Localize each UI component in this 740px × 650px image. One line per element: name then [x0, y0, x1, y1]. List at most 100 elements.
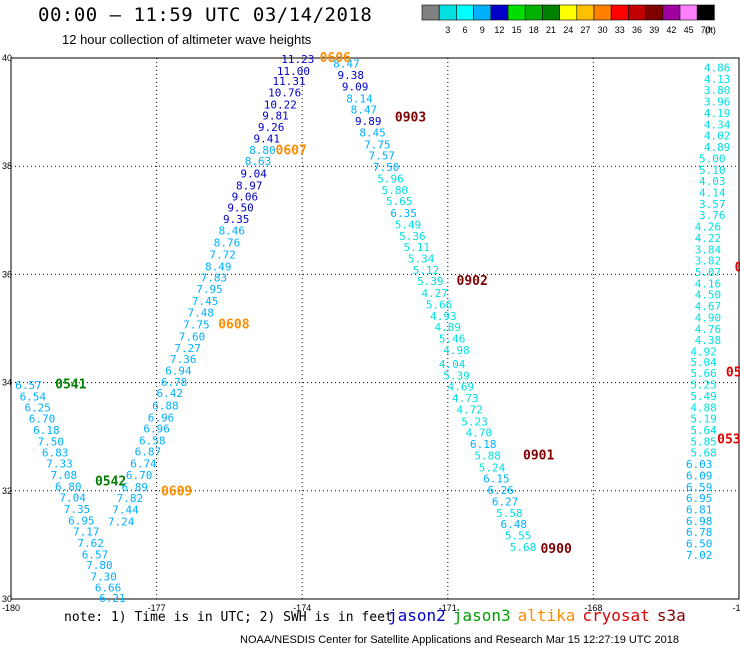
swh-label: 10.76 [268, 86, 301, 99]
y-tick-label: 32 [2, 486, 12, 496]
swh-label: 6.35 [390, 207, 417, 220]
pass-time-label: 0901 [523, 448, 554, 463]
swh-label: 7.08 [51, 469, 78, 482]
swh-label: 6.78 [686, 526, 713, 539]
swh-label: 7.83 [201, 271, 228, 284]
swh-label: 7.35 [64, 503, 91, 516]
swh-label: 5.39 [443, 369, 470, 382]
swh-label: 7.24 [108, 515, 135, 528]
color-scale-tick-label: 12 [494, 25, 504, 35]
swh-label: 4.27 [421, 287, 448, 300]
swh-label: 4.13 [704, 73, 731, 86]
swh-label: 5.46 [439, 333, 466, 346]
swh-label: 7.75 [364, 138, 391, 151]
swh-label: 7.33 [46, 458, 73, 471]
swh-label: 3.82 [695, 255, 722, 268]
swh-label: 6.57 [82, 548, 109, 561]
swh-label: 9.04 [240, 168, 267, 181]
pass-time-label: 0608 [218, 318, 249, 333]
swh-label: 6.95 [68, 514, 95, 527]
swh-label: 6.42 [156, 387, 183, 400]
swh-label: 8.47 [333, 58, 360, 71]
x-tick-label: -171 [439, 603, 457, 613]
swh-label: 6.59 [686, 481, 713, 494]
color-scale-tick-label: 27 [580, 25, 590, 35]
chart-title: 00:00 – 11:59 UTC 03/14/2018 [38, 4, 373, 26]
swh-label: 5.49 [690, 390, 717, 403]
color-scale-tick-label: 33 [615, 25, 625, 35]
swh-label: 4.26 [695, 221, 722, 234]
swh-label: 5.19 [690, 413, 717, 426]
swh-label: 9.89 [355, 115, 382, 128]
swh-label: 8.80 [249, 144, 276, 157]
swh-label: 4.90 [695, 311, 722, 324]
swh-label: 4.93 [430, 310, 457, 323]
swh-label: 6.88 [152, 400, 179, 413]
swh-label: 5.12 [413, 264, 440, 277]
color-scale-tick-label: 39 [649, 25, 659, 35]
swh-label: 7.27 [174, 342, 201, 355]
swh-label: 6.27 [492, 495, 519, 508]
swh-label: 7.30 [90, 571, 117, 584]
color-scale-tick-label: 18 [529, 25, 539, 35]
y-tick-label: 40 [2, 53, 12, 63]
color-scale-tick-label: 70 [701, 25, 711, 35]
swh-label: 6.70 [126, 469, 153, 482]
swh-label: 11.00 [277, 65, 310, 78]
swh-label: 4.86 [704, 62, 731, 75]
swh-label: 6.81 [686, 504, 713, 517]
satellite-label-jason3: jason3 [452, 606, 511, 625]
swh-label: 5.39 [417, 275, 444, 288]
pass-time-label: 0542 [95, 474, 126, 489]
swh-label: 6.87 [135, 446, 162, 459]
swh-label: 9.35 [223, 213, 250, 226]
pass-time-label: 0903 [395, 110, 426, 125]
swh-label: 6.21 [99, 592, 126, 605]
swh-label: 5.25 [690, 379, 717, 392]
swh-label: 7.36 [170, 353, 197, 366]
pass-time-label: 0607 [276, 143, 307, 158]
swh-label: 4.14 [699, 186, 726, 199]
swh-label: 5.36 [399, 230, 426, 243]
swh-label: 4.73 [452, 392, 479, 405]
swh-label: 4.03 [699, 175, 726, 188]
color-scale-tick-label: 36 [632, 25, 642, 35]
swh-label: 5.65 [386, 195, 413, 208]
pass-time-label: 053 [726, 366, 740, 381]
swh-label: 4.19 [704, 107, 731, 120]
swh-label: 7.50 [38, 435, 65, 448]
swh-label: 5.68 [510, 541, 537, 554]
swh-label: 6.96 [148, 412, 175, 425]
swh-label: 5.00 [699, 152, 726, 165]
swh-label: 4.67 [695, 300, 722, 313]
swh-label: 7.04 [59, 492, 86, 505]
swh-label: 5.58 [496, 507, 523, 520]
swh-label: 4.69 [448, 381, 475, 394]
swh-label: 7.45 [192, 295, 219, 308]
swh-label: 10.22 [264, 98, 297, 111]
swh-label: 6.57 [15, 379, 42, 392]
color-scale-legend: 3 6 9 12 15 18 21 24 27 30 33 36 39 42 45 70(ft) [421, 4, 716, 35]
swh-label: 4.89 [704, 141, 731, 154]
swh-label: 3.84 [695, 243, 722, 256]
footnote: note: 1) Time is in UTC; 2) SWH is in fe… [64, 610, 393, 625]
swh-label: 5.10 [699, 164, 726, 177]
swh-label: 9.06 [232, 190, 259, 203]
pass-time-label: 0900 [540, 542, 571, 557]
swh-label: 5.11 [403, 241, 430, 254]
swh-label: 8.14 [346, 92, 373, 105]
swh-label: 7.82 [117, 492, 144, 505]
swh-label: 7.17 [73, 526, 100, 539]
swh-label: 6.03 [686, 458, 713, 471]
swh-label: 6.94 [165, 364, 192, 377]
swh-label: 3.80 [704, 84, 731, 97]
swh-label: 6.54 [20, 390, 47, 403]
swh-label: 9.81 [262, 110, 289, 123]
pass-time-label: 0 [735, 261, 740, 276]
swh-label: 3.76 [699, 209, 726, 222]
swh-label: 8.97 [236, 179, 263, 192]
x-tick-label: -174 [293, 603, 311, 613]
swh-label: 3.96 [704, 96, 731, 109]
satellite-label-jason2: jason2 [388, 606, 446, 625]
